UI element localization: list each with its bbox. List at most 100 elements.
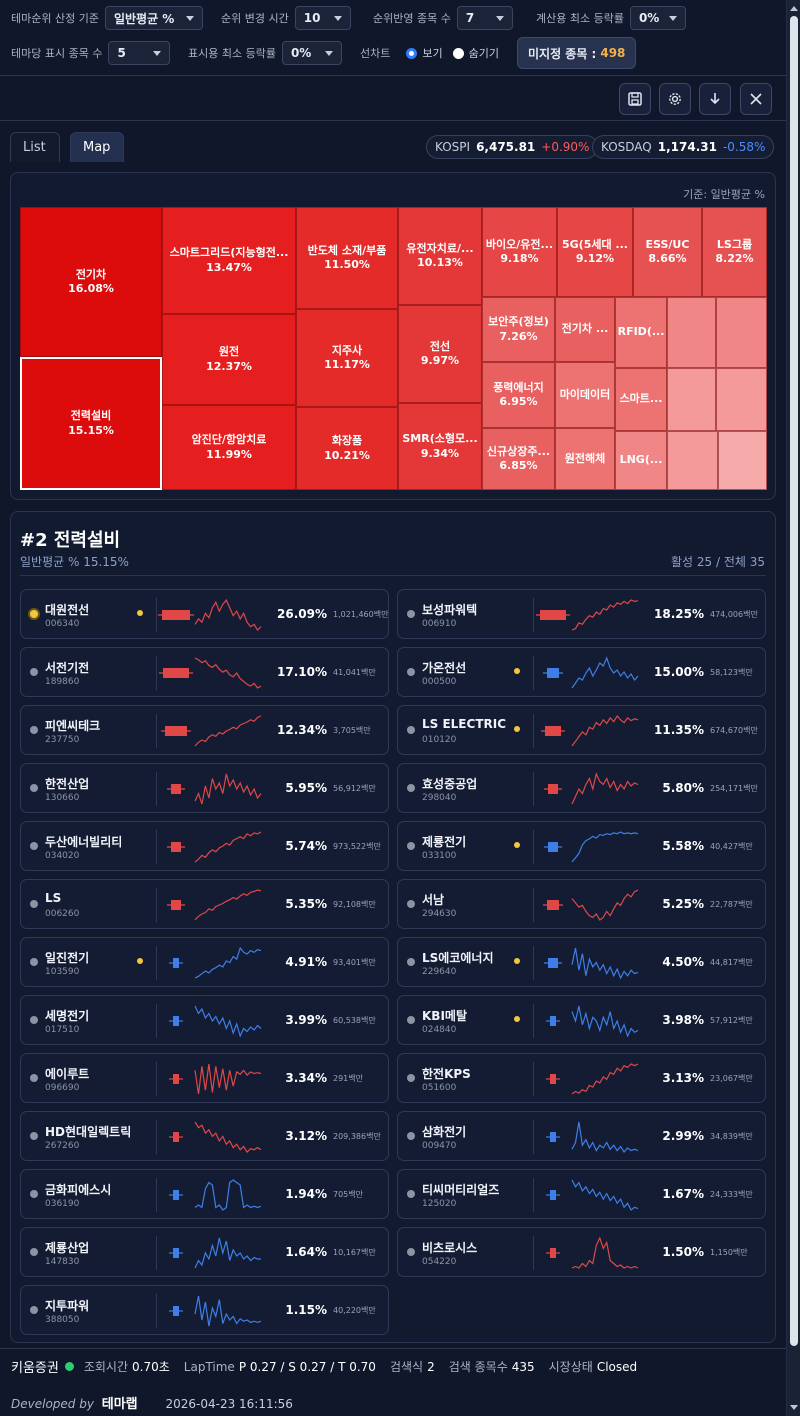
- stock-change-pct: 5.95%: [285, 781, 327, 795]
- treemap-tile[interactable]: 스마트그리드(지능형전... 13.47%: [162, 207, 296, 314]
- treemap-tile-name: 지주사: [331, 343, 363, 357]
- price-sparkline: [571, 831, 639, 863]
- alert-dot-icon: [514, 726, 520, 732]
- min-rate-calc-label: 계산용 최소 등락률: [536, 12, 624, 25]
- rank-change-select[interactable]: 10: [294, 6, 351, 30]
- treemap-tile[interactable]: [716, 368, 767, 431]
- treemap-tile[interactable]: [716, 297, 767, 368]
- treemap-tile[interactable]: 전기차 ...: [555, 297, 615, 362]
- treemap-tile-pct: 10.21%: [324, 448, 370, 462]
- download-button[interactable]: [699, 83, 731, 115]
- stock-card[interactable]: 제룡전기 033100 5.58% 40,427백만: [397, 821, 766, 871]
- line-chart-hide-radio[interactable]: 숨기기: [452, 45, 499, 61]
- treemap-tile[interactable]: 5G(5세대 ... 9.12%: [557, 207, 633, 297]
- treemap-tile[interactable]: 스마트...: [615, 368, 667, 431]
- treemap-tile[interactable]: SMR(소형모... 9.34%: [398, 403, 482, 490]
- line-chart-show-radio[interactable]: 보기: [406, 45, 443, 61]
- close-button[interactable]: [740, 83, 772, 115]
- stock-name: LS에코에너지: [422, 951, 494, 965]
- treemap-tile[interactable]: 전선 9.97%: [398, 305, 482, 403]
- theme-basis-label: 테마순위 산정 기준: [11, 12, 99, 25]
- stock-name: 지투파워: [45, 1299, 90, 1313]
- stock-status-dot: [407, 842, 415, 850]
- stock-card[interactable]: 서남 294630 5.25% 22,787백만: [397, 879, 766, 929]
- scrollbar-thumb[interactable]: [790, 16, 798, 1346]
- stock-card[interactable]: LS ELECTRIC 010120 11.35% 674,670백만: [397, 705, 766, 755]
- stock-card[interactable]: 삼화전기 009470 2.99% 34,839백만: [397, 1111, 766, 1161]
- rank-count-select[interactable]: 7: [456, 6, 513, 30]
- treemap-tile[interactable]: 원전 12.37%: [162, 314, 296, 405]
- treemap-tile[interactable]: 원전해체: [555, 428, 615, 490]
- treemap-tile[interactable]: 지주사 11.17%: [296, 309, 398, 407]
- stock-card[interactable]: 한전산업 130660 5.95% 56,912백만: [20, 763, 389, 813]
- stock-card[interactable]: 서전기전 189860 17.10% 41,041백만: [20, 647, 389, 697]
- stock-card[interactable]: HD현대일렉트릭 267260 3.12% 209,386백만: [20, 1111, 389, 1161]
- stock-card[interactable]: 에이루트 096690 3.34% 291백만: [20, 1053, 389, 1103]
- treemap-tile[interactable]: RFID(...: [615, 297, 667, 368]
- treemap-tile[interactable]: 전력설비 15.15%: [20, 357, 162, 490]
- treemap-tile[interactable]: 풍력에너지 6.95%: [482, 362, 555, 428]
- stock-card[interactable]: 세명전기 017510 3.99% 60,538백만: [20, 995, 389, 1045]
- stock-card[interactable]: 일진전기 103590 4.91% 93,401백만: [20, 937, 389, 987]
- rank-change-field: 순위 변경 시간 10: [221, 6, 351, 30]
- treemap-tile[interactable]: [667, 297, 716, 368]
- treemap-tile[interactable]: [718, 431, 767, 490]
- save-button[interactable]: [619, 83, 651, 115]
- status-key: 조회시간: [83, 1360, 129, 1374]
- stock-card[interactable]: 가온전선 000500 15.00% 58,123백만: [397, 647, 766, 697]
- treemap-tile-name: ESS/UC: [645, 237, 690, 251]
- theme-basis-select[interactable]: 일반평균 %: [104, 6, 203, 30]
- treemap-tile[interactable]: 바이오/유전... 9.18%: [482, 207, 557, 297]
- stock-card[interactable]: 효성중공업 298040 5.80% 254,171백만: [397, 763, 766, 813]
- treemap-tile[interactable]: 화장품 10.21%: [296, 407, 398, 490]
- unassigned-stocks-button[interactable]: 미지정 종목 : 498: [517, 37, 637, 69]
- stock-card[interactable]: 제룡산업 147830 1.64% 10,167백만: [20, 1227, 389, 1277]
- stock-card[interactable]: LS에코에너지 229640 4.50% 44,817백만: [397, 937, 766, 987]
- range-box-icon: [161, 726, 191, 736]
- treemap-tile[interactable]: 전기차 16.08%: [20, 207, 162, 357]
- treemap-tile[interactable]: LS그룹 8.22%: [702, 207, 767, 297]
- treemap-tile[interactable]: ESS/UC 8.66%: [633, 207, 702, 297]
- min-rate-calc-select[interactable]: 0%: [629, 6, 686, 30]
- stock-card[interactable]: 한전KPS 051600 3.13% 23,067백만: [397, 1053, 766, 1103]
- treemap-tile[interactable]: LNG(...: [615, 431, 667, 490]
- stock-card[interactable]: KBI메탈 024840 3.98% 57,912백만: [397, 995, 766, 1045]
- per-theme-select[interactable]: 5: [108, 41, 171, 65]
- stock-name: 금화피에스시: [45, 1183, 112, 1197]
- divider: [533, 1236, 534, 1270]
- stock-name: 삼화전기: [422, 1125, 467, 1139]
- stock-card[interactable]: 비츠로시스 054220 1.50% 1,150백만: [397, 1227, 766, 1277]
- treemap-tile[interactable]: 암진단/항암치료 11.99%: [162, 405, 296, 490]
- tab-map[interactable]: Map: [70, 132, 124, 162]
- scroll-up-arrow[interactable]: [790, 6, 798, 11]
- treemap-tile[interactable]: 마이데이터: [555, 362, 615, 428]
- chevron-down-icon: [333, 15, 342, 21]
- price-sparkline: [194, 657, 262, 689]
- stock-code: 006340: [45, 619, 80, 629]
- range-box-icon: [169, 1074, 183, 1084]
- treemap-tile[interactable]: 반도체 소재/부품 11.50%: [296, 207, 398, 309]
- min-rate-disp-select[interactable]: 0%: [281, 41, 342, 65]
- stock-card[interactable]: 보성파워텍 006910 18.25% 474,006백만: [397, 589, 766, 639]
- treemap-tile[interactable]: [667, 431, 718, 490]
- treemap-tile[interactable]: [667, 368, 716, 431]
- stock-card[interactable]: LS 006260 5.35% 92,108백만: [20, 879, 389, 929]
- tab-list[interactable]: List: [10, 132, 60, 162]
- stock-card[interactable]: 금화피에스시 036190 1.94% 705백만: [20, 1169, 389, 1219]
- price-sparkline: [194, 1121, 262, 1153]
- stock-card[interactable]: 지투파워 388050 1.15% 40,220백만: [20, 1285, 389, 1335]
- stock-trade-amount: 1,021,460백만: [333, 610, 389, 619]
- stock-card[interactable]: 피엔씨테크 237750 12.34% 3,705백만: [20, 705, 389, 755]
- scroll-down-arrow[interactable]: [790, 1405, 798, 1410]
- scrollbar[interactable]: [786, 0, 800, 1416]
- stock-card[interactable]: 두산에너빌리티 034020 5.74% 973,522백만: [20, 821, 389, 871]
- divider: [533, 1062, 534, 1096]
- treemap-tile[interactable]: 보안주(정보) 7.26%: [482, 297, 555, 362]
- stock-card[interactable]: 티씨머티리얼즈 125020 1.67% 24,333백만: [397, 1169, 766, 1219]
- settings-button[interactable]: [659, 83, 691, 115]
- stock-card[interactable]: 대원전선 006340 26.09% 1,021,460백만: [20, 589, 389, 639]
- stock-change-pct: 3.34%: [285, 1071, 327, 1085]
- gear-icon: [669, 93, 681, 105]
- treemap-tile[interactable]: 유전자치료/... 10.13%: [398, 207, 482, 305]
- treemap-tile[interactable]: 신규상장주... 6.85%: [482, 428, 555, 490]
